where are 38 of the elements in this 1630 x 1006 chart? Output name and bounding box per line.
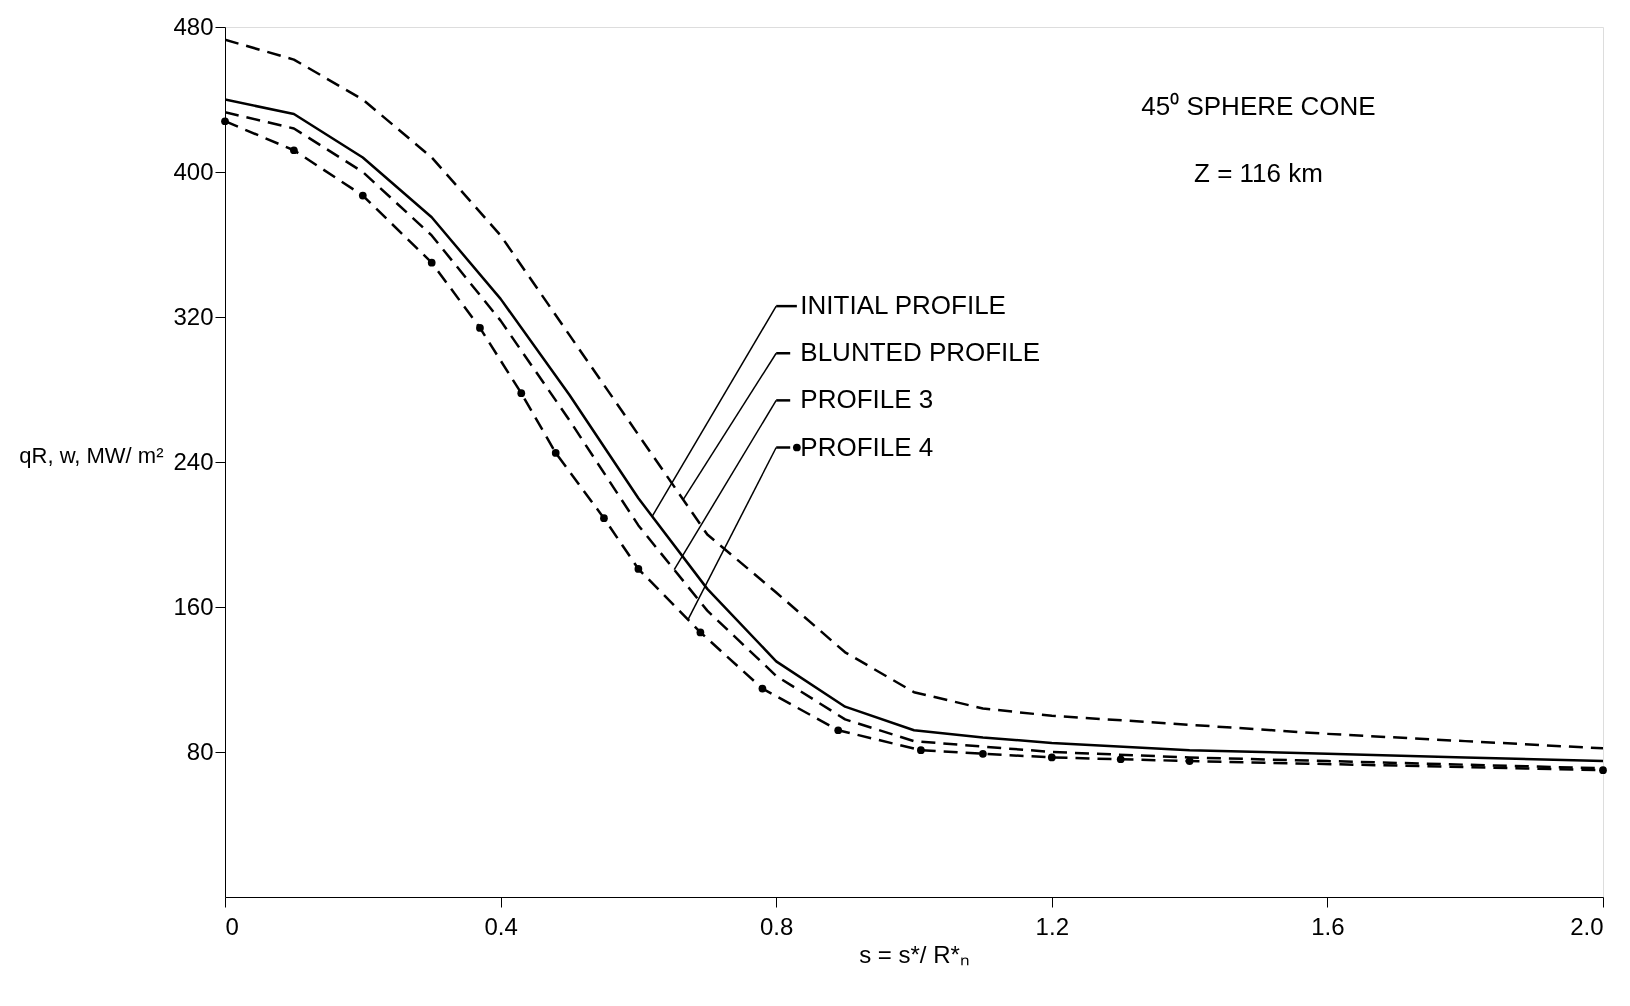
point bbox=[1047, 753, 1056, 762]
point bbox=[600, 514, 608, 523]
y-tick-label: 80 bbox=[186, 737, 214, 765]
y-tick-label: 160 bbox=[173, 592, 214, 620]
x-tick-label: 0 bbox=[225, 912, 239, 940]
y-tick-label: 400 bbox=[173, 157, 214, 185]
point bbox=[1599, 766, 1607, 774]
y-tick-label: 480 bbox=[173, 12, 214, 40]
point bbox=[634, 565, 643, 573]
x-tick-label: 1.6 bbox=[1311, 912, 1345, 940]
annotation: 45⁰ SPHERE CONE bbox=[1141, 90, 1376, 121]
x-tick-label: 2.0 bbox=[1570, 912, 1604, 940]
point bbox=[221, 117, 229, 126]
point bbox=[476, 324, 484, 332]
x-tick-label: 1.2 bbox=[1035, 912, 1069, 940]
y-axis-title: qR, w, MW/ m² bbox=[19, 442, 164, 468]
x-tick-label: 0.8 bbox=[760, 912, 794, 940]
point bbox=[758, 684, 767, 693]
x-axis-title: s = s*/ R*ₙ bbox=[859, 940, 970, 968]
point bbox=[1116, 755, 1125, 764]
point bbox=[290, 146, 298, 155]
y-tick-label: 320 bbox=[173, 302, 214, 330]
y-tick-label: 240 bbox=[173, 447, 214, 475]
legend-label: PROFILE 4 bbox=[800, 431, 934, 462]
point bbox=[551, 449, 560, 457]
point bbox=[358, 191, 367, 200]
legend-label: INITIAL PROFILE bbox=[800, 290, 1006, 321]
x-tick-label: 0.4 bbox=[484, 912, 518, 940]
point bbox=[696, 628, 705, 637]
point bbox=[517, 389, 526, 397]
legend-label: PROFILE 3 bbox=[800, 384, 934, 415]
point bbox=[427, 258, 436, 267]
point bbox=[834, 726, 843, 735]
point bbox=[1185, 757, 1194, 765]
point bbox=[979, 749, 987, 758]
legend-label: BLUNTED PROFILE bbox=[800, 337, 1041, 368]
annotation: Z = 116 km bbox=[1194, 157, 1323, 188]
point bbox=[917, 746, 925, 755]
